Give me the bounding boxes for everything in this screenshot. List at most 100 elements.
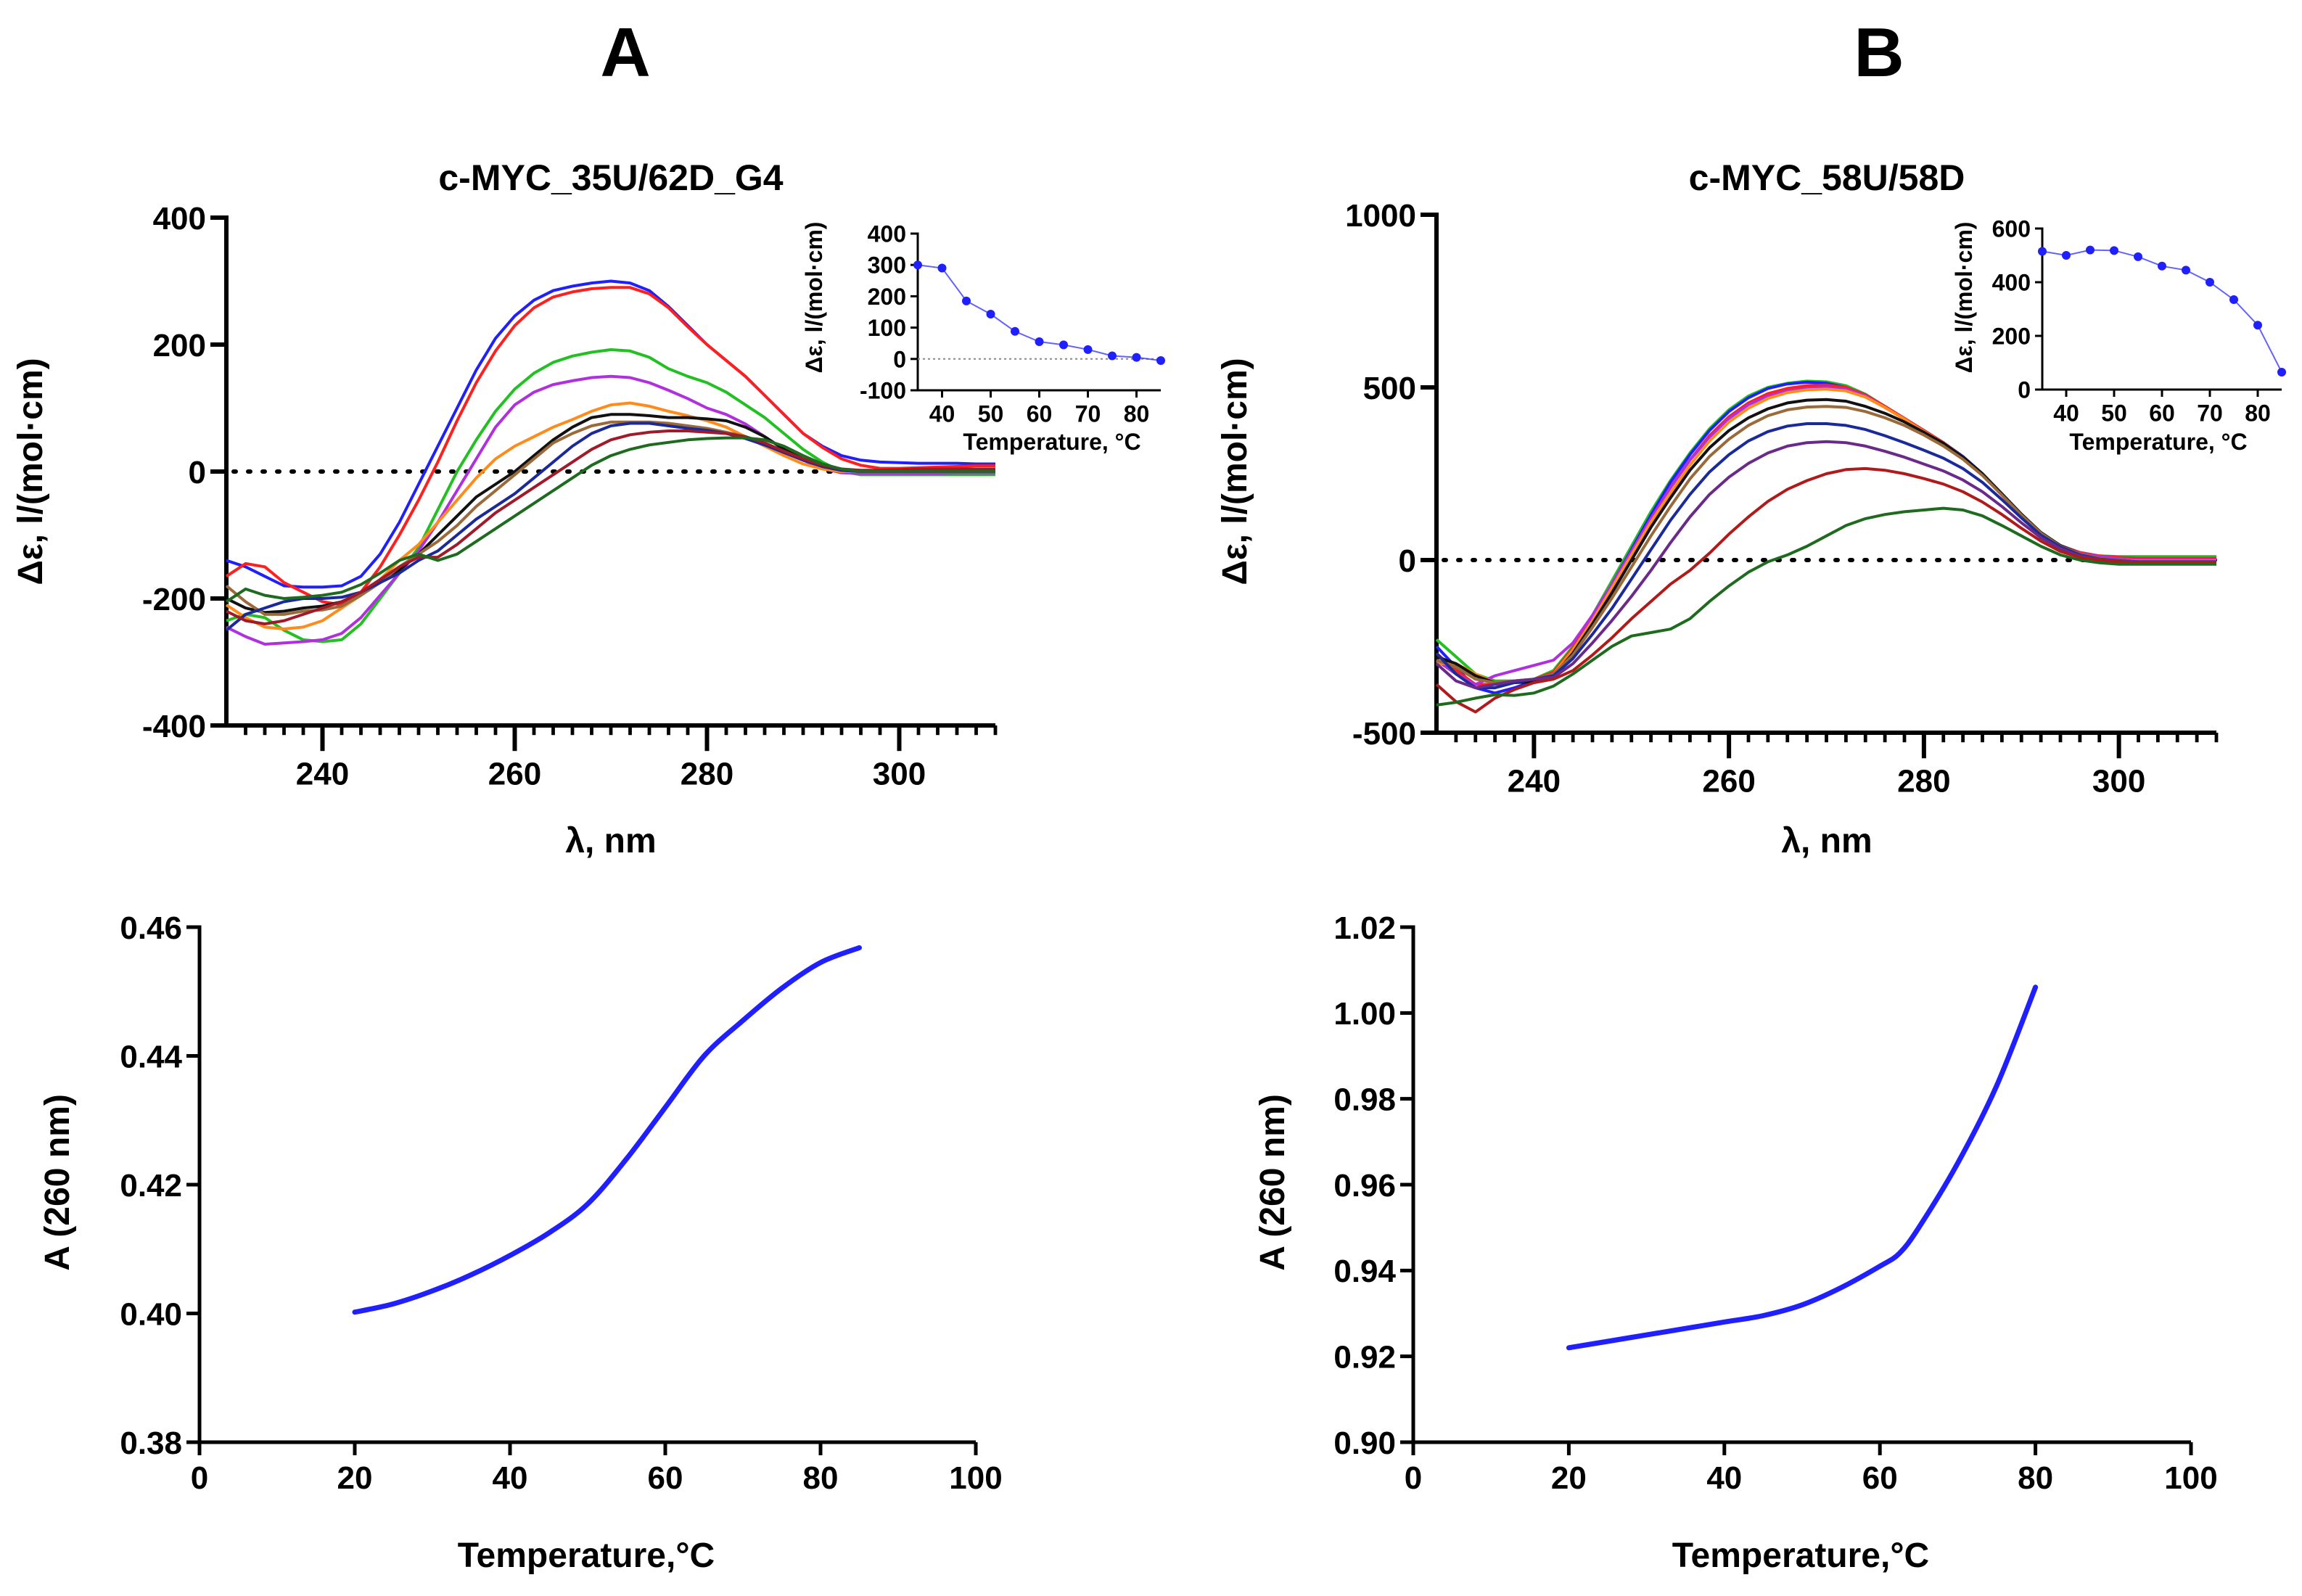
series-line-blue <box>226 279 995 589</box>
panel-label-a: A <box>600 14 650 91</box>
series-line-darkgreen <box>225 436 995 604</box>
y-axis-label: A (260 nm) <box>38 1094 77 1271</box>
y-tick-label: 0.46 <box>120 910 182 946</box>
y-tick-label: 0.90 <box>1333 1426 1396 1461</box>
x-tick-label: 60 <box>1862 1460 1898 1496</box>
y-tick-label: 400 <box>1992 270 2031 296</box>
y-tick-label: 0 <box>189 455 206 490</box>
x-axis-label: Temperature,°C <box>458 1537 715 1575</box>
inset-data-point <box>2134 252 2142 261</box>
inset-data-point <box>2182 266 2190 275</box>
x-tick-label: 80 <box>803 1460 839 1496</box>
inset-y-axis-label: Δε, l/(mol·cm) <box>1951 222 1977 374</box>
melting-curve <box>352 945 862 1315</box>
y-tick-label: 1000 <box>1345 198 1416 234</box>
inset-data-point <box>1059 340 1068 350</box>
x-tick-label: 0 <box>191 1460 208 1496</box>
x-tick-label: 280 <box>681 756 733 791</box>
x-tick-label: 60 <box>2149 400 2175 427</box>
y-tick-label: 0.42 <box>120 1168 182 1204</box>
y-axis-label: Δε, l/(mol·cm) <box>1216 358 1254 585</box>
inset-data-point <box>2253 321 2262 330</box>
x-tick-label: 40 <box>2053 400 2079 427</box>
chart-title: c-MYC_58U/58D <box>1689 157 1965 198</box>
y-tick-label: 1.00 <box>1333 996 1396 1032</box>
inset-data-point <box>2158 261 2166 271</box>
y-tick-label: 0 <box>893 346 906 372</box>
y-tick-label: 0 <box>1399 543 1416 579</box>
y-tick-label: 200 <box>153 328 206 363</box>
x-tick-label: 100 <box>2164 1460 2217 1496</box>
x-tick-label: 60 <box>648 1460 683 1496</box>
y-tick-label: 100 <box>868 315 906 341</box>
y-tick-label: 600 <box>1992 216 2031 242</box>
x-tick-label: 40 <box>493 1460 528 1496</box>
x-axis-label: Temperature,°C <box>1672 1537 1929 1575</box>
inset-y-axis-label: Δε, l/(mol·cm) <box>801 222 827 374</box>
y-tick-label: 0.96 <box>1333 1168 1396 1204</box>
x-tick-label: 260 <box>488 756 541 791</box>
melting-curve <box>1566 984 2039 1351</box>
series-line-orange <box>225 401 995 630</box>
y-tick-label: 400 <box>153 201 206 236</box>
inset-data-point <box>962 296 971 305</box>
x-tick-label: 260 <box>1702 763 1755 799</box>
x-tick-label: 20 <box>1551 1460 1587 1496</box>
y-tick-label: 0.98 <box>1333 1082 1396 1118</box>
y-tick-label: 500 <box>1363 371 1416 406</box>
inset-data-point <box>937 263 947 273</box>
inset-data-point <box>1083 345 1093 354</box>
y-axis-label: A (260 nm) <box>1254 1094 1292 1271</box>
x-tick-label: 300 <box>2092 763 2145 799</box>
x-tick-label: 80 <box>1124 401 1150 427</box>
chart-melt-a: A (260 nm) Temperature,°C 0.38 0.40 0.42 0.… <box>38 910 1003 1575</box>
inset-data-point <box>2038 247 2047 256</box>
series-line-purple <box>1435 440 2216 690</box>
y-tick-label: 0 <box>2018 377 2031 403</box>
chart-cd-a: c-MYC_35U/62D_G4 Δε, l/(mol·cm) λ, nm Δε… <box>12 157 1165 860</box>
y-tick-label: 200 <box>868 284 906 310</box>
series-line-darkred <box>226 429 995 625</box>
inset-x-axis-label: Temperature, °C <box>963 429 1140 455</box>
inset-data-point <box>986 310 995 319</box>
y-tick-label: -200 <box>142 582 206 617</box>
inset-data-point <box>1108 351 1117 361</box>
x-tick-label: 70 <box>2197 400 2223 427</box>
x-tick-label: 240 <box>1508 763 1561 799</box>
inset-data-point <box>2110 246 2118 255</box>
y-tick-label: 400 <box>868 221 906 247</box>
inset-data-point <box>1132 353 1141 362</box>
x-tick-label: 80 <box>2245 400 2271 427</box>
series-line-black <box>226 413 995 614</box>
chart-cd-b: c-MYC_58U/58D Δε, l/(mol·cm) λ, nm Δε, l… <box>1216 157 2286 860</box>
x-tick-label: 50 <box>978 401 1004 427</box>
x-tick-label: 40 <box>1706 1460 1742 1496</box>
chart-melt-b: A (260 nm) Temperature,°C 0.90 0.92 0.94 0.… <box>1254 910 2218 1575</box>
inset-data-point <box>1156 355 1165 365</box>
inset-data-point <box>913 260 922 270</box>
y-tick-label: 0.94 <box>1333 1254 1396 1289</box>
inset-data-point <box>2062 251 2071 260</box>
x-tick-label: 100 <box>949 1460 1002 1496</box>
y-tick-label: -500 <box>1352 716 1416 752</box>
x-tick-label: 40 <box>929 401 955 427</box>
x-tick-label: 280 <box>1897 763 1950 799</box>
y-tick-label: 0.44 <box>120 1039 182 1074</box>
inset-data-point <box>2277 367 2286 377</box>
y-tick-label: 0.38 <box>120 1426 182 1461</box>
x-tick-label: 50 <box>2101 400 2127 427</box>
y-tick-label: 300 <box>868 252 906 279</box>
y-tick-label: -400 <box>142 709 206 744</box>
series-line-darkred <box>1435 466 2216 714</box>
inset-data-point <box>1011 326 1019 336</box>
x-tick-label: 240 <box>296 756 349 791</box>
series-line-magenta <box>226 374 995 646</box>
chart-title: c-MYC_35U/62D_G4 <box>438 157 783 198</box>
inset-data-point <box>2206 278 2214 287</box>
inset-series-line <box>917 264 1162 361</box>
inset-data-point <box>1035 337 1044 347</box>
x-tick-label: 60 <box>1027 401 1053 427</box>
y-tick-label: 0.40 <box>120 1296 182 1332</box>
x-axis-label: λ, nm <box>565 822 656 860</box>
